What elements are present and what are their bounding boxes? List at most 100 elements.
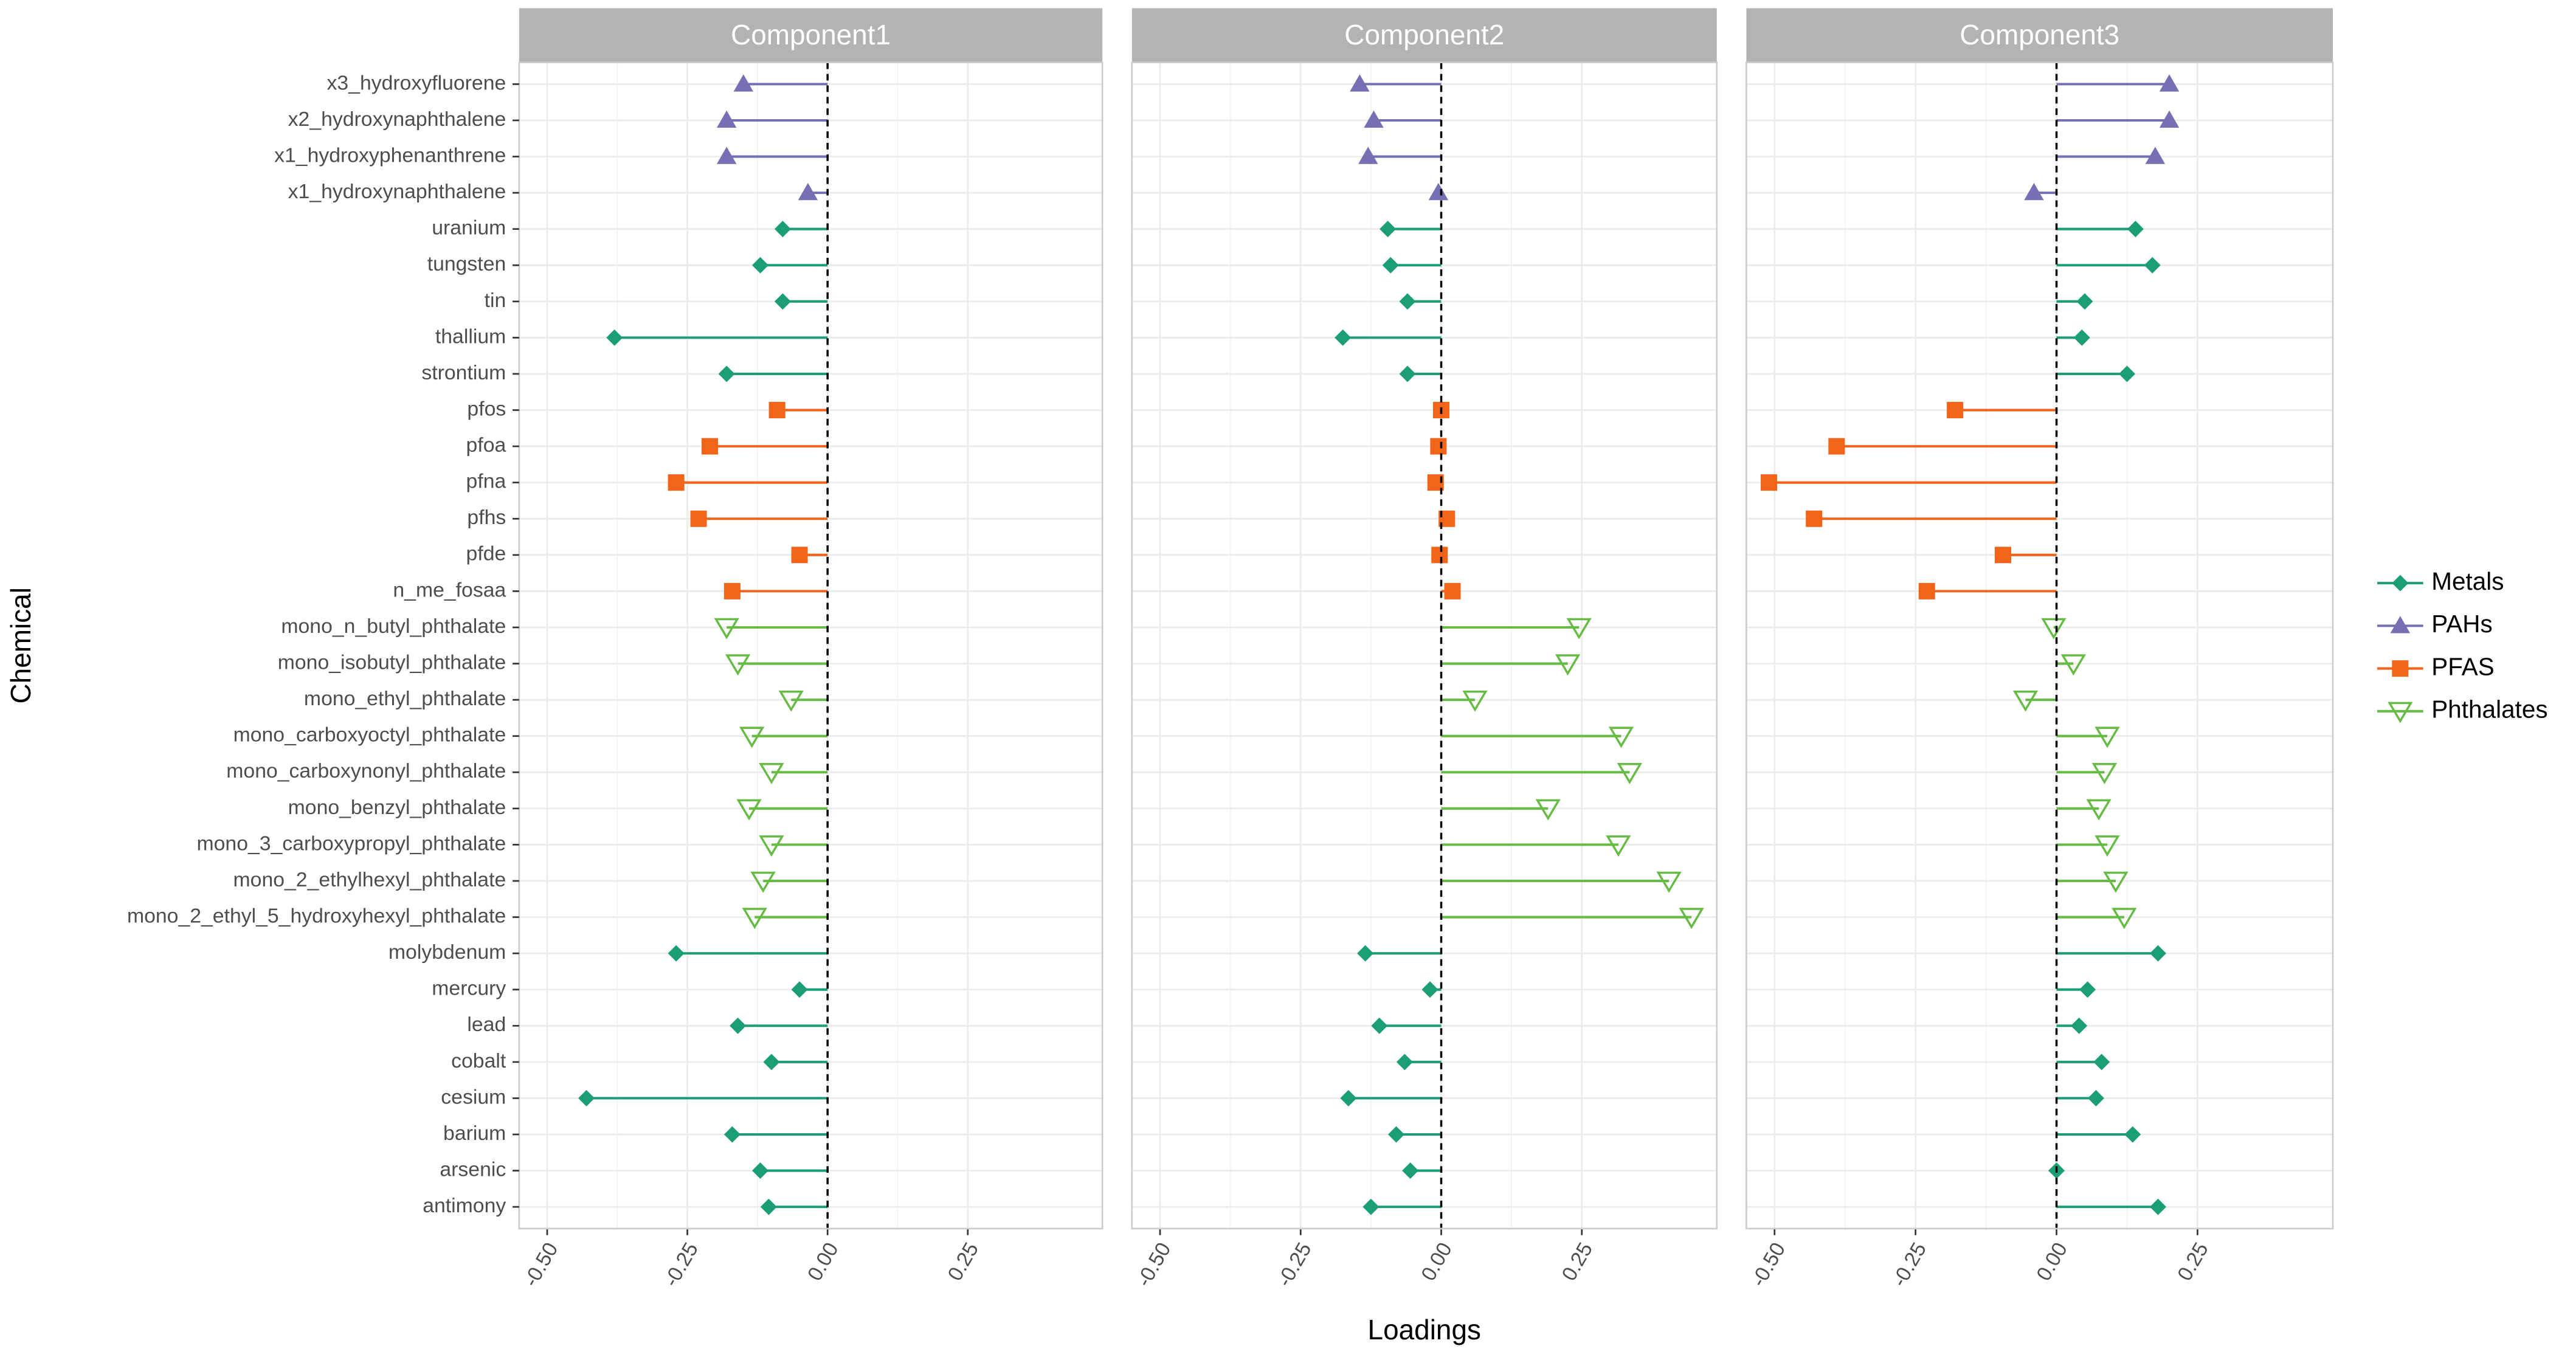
marker [1350, 74, 1370, 92]
y-tick-label: x1_hydroxynaphthalene [288, 180, 506, 203]
marker [2091, 763, 2118, 784]
marker [1608, 727, 1634, 748]
marker [778, 690, 804, 712]
x-tick-label: 0.25 [943, 1238, 983, 1285]
y-tick-label: pfhs [467, 506, 506, 529]
marker [2094, 727, 2120, 748]
y-tick-label: mono_n_butyl_phthalate [281, 615, 506, 638]
marker [774, 293, 791, 310]
y-tick-label: cesium [441, 1085, 506, 1108]
marker [2079, 981, 2096, 998]
y-tick-label: uranium [432, 216, 506, 240]
marker [791, 547, 808, 564]
marker [725, 654, 751, 676]
x-tick-label: -0.50 [1747, 1238, 1790, 1291]
panel-title: Component1 [731, 19, 891, 50]
panel-background [1746, 62, 2333, 1229]
y-tick-label: strontium [421, 361, 506, 384]
marker [578, 1089, 595, 1106]
panel-border [518, 61, 1103, 1230]
panel-title: Component2 [1344, 19, 1504, 50]
marker [2087, 1089, 2105, 1106]
marker [1428, 182, 1449, 201]
panel-background [1131, 62, 1717, 1229]
marker [1606, 835, 1631, 857]
marker [733, 74, 754, 92]
marker [1617, 763, 1643, 784]
marker [2041, 618, 2067, 640]
y-tick-label: tin [485, 289, 506, 312]
marker [2024, 182, 2044, 201]
marker [716, 147, 737, 164]
marker [759, 835, 784, 857]
x-tick-label: 0.00 [2032, 1238, 2072, 1285]
marker [742, 908, 767, 930]
marker [1947, 402, 1964, 419]
x-tick-label: 0.00 [1417, 1238, 1457, 1285]
marker [736, 799, 762, 821]
panel-border [1746, 61, 2334, 1230]
marker [763, 1054, 780, 1071]
marker [774, 221, 791, 238]
marker [2012, 690, 2039, 712]
marker [2076, 293, 2093, 310]
marker [690, 510, 707, 527]
y-tick-label: molybdenum [388, 941, 506, 964]
marker [668, 945, 685, 962]
y-tick-label: mercury [432, 977, 506, 1000]
marker [750, 871, 776, 893]
marker [768, 402, 786, 419]
y-tick-label: mono_2_ethylhexyl_phthalate [233, 868, 506, 891]
marker [739, 727, 765, 748]
marker [2159, 110, 2180, 128]
marker [1431, 547, 1448, 564]
marker [723, 1126, 741, 1143]
y-axis-title: Chemical [5, 587, 36, 703]
x-tick-label: 0.25 [2173, 1238, 2213, 1285]
marker [2086, 799, 2112, 821]
y-tick-label: thallium [435, 325, 506, 348]
y-tick-label: pfna [466, 470, 506, 493]
panel-border [1131, 61, 1718, 1230]
y-tick-label: mono_benzyl_phthalate [288, 796, 506, 819]
marker [2145, 147, 2166, 164]
marker [2150, 1198, 2167, 1215]
y-tick-label: x2_hydroxynaphthalene [288, 108, 506, 131]
y-tick-label: arsenic [440, 1158, 506, 1181]
marker [1535, 799, 1561, 821]
y-tick-label: x3_hydroxyfluorene [327, 71, 506, 94]
marker [1462, 690, 1488, 712]
legend-label: PFAS [2431, 652, 2495, 680]
marker [716, 110, 737, 128]
y-tick-label: antimony [423, 1194, 506, 1217]
x-tick-label: -0.25 [1888, 1238, 1931, 1291]
y-tick-label: pfos [467, 397, 506, 420]
panel-background [519, 62, 1103, 1229]
y-tick-label: pfde [466, 542, 506, 565]
marker [714, 618, 739, 640]
marker [1918, 582, 1935, 599]
marker [1679, 908, 1704, 930]
y-tick-label: pfoa [466, 433, 506, 457]
x-tick-label: -0.50 [1132, 1238, 1175, 1291]
marker [2150, 945, 2167, 962]
marker [1760, 474, 1778, 491]
marker [751, 1162, 769, 1179]
y-tick-label: x1_hydroxyphenanthrene [274, 143, 506, 167]
marker [760, 1198, 777, 1215]
panel-strip [1131, 8, 1717, 63]
y-tick-label: n_me_fosaa [393, 578, 506, 601]
marker [1430, 438, 1447, 455]
y-tick-label: mono_3_carboxypropyl_phthalate [197, 832, 506, 855]
marker [1399, 293, 1416, 310]
x-tick-label: -0.50 [519, 1238, 562, 1291]
legend-label: PAHs [2431, 610, 2493, 638]
marker [2094, 835, 2120, 857]
marker [1806, 510, 1823, 527]
marker [1656, 871, 1682, 893]
y-tick-label: lead [467, 1013, 506, 1036]
marker [723, 582, 741, 599]
marker [1994, 547, 2011, 564]
marker [1828, 438, 1845, 455]
